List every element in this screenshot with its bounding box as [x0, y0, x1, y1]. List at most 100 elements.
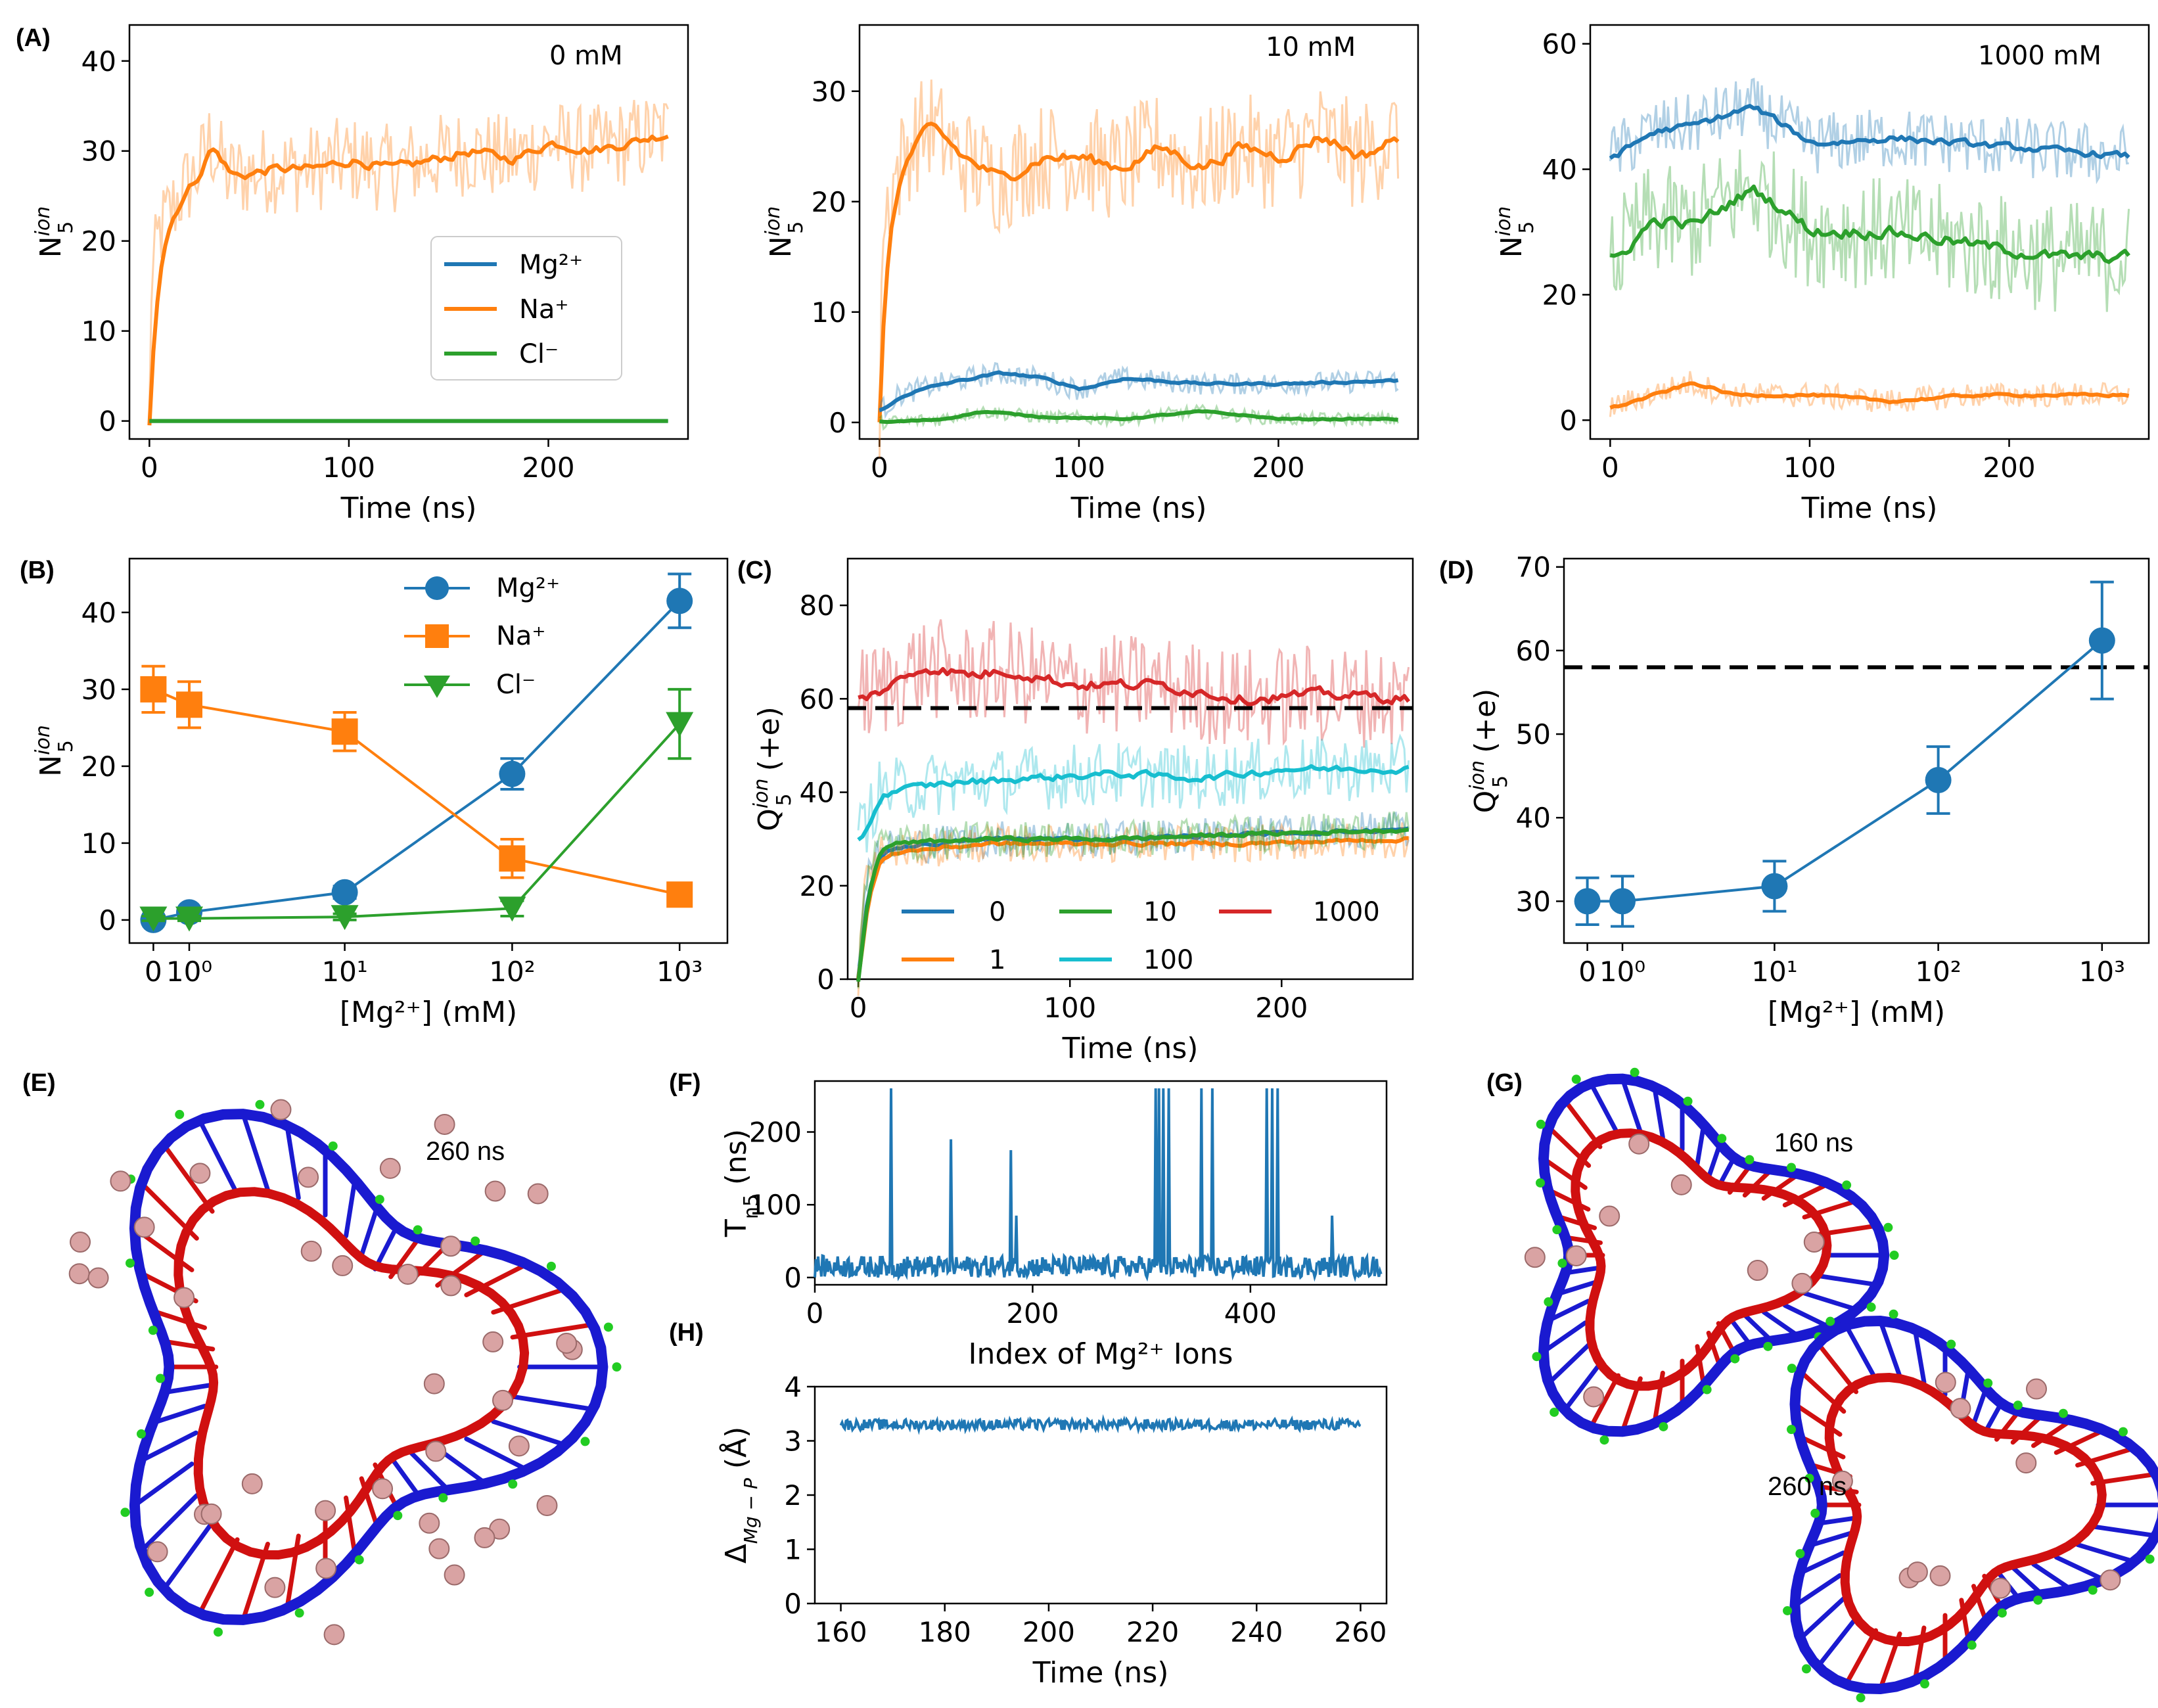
series-line [152, 688, 680, 896]
legend-b-mg-marker [425, 576, 449, 600]
rna-snapshot-g2 [1783, 1309, 2158, 1703]
x-tick-label: 0 [145, 956, 162, 988]
mg-ion [556, 1332, 578, 1354]
mg-ion [2100, 1569, 2121, 1591]
phosphate [2145, 1554, 2155, 1564]
axes-frame [128, 24, 689, 440]
series-line [153, 723, 681, 920]
y-tick-label: 20 [81, 750, 116, 783]
mg-ion [298, 1166, 319, 1188]
data-point [1609, 888, 1636, 915]
mg-ion [1831, 1470, 1853, 1492]
base-pair [1792, 1573, 1843, 1608]
legend-b: Mg²⁺ Na⁺ Cl⁻ [404, 573, 560, 700]
phosphate [145, 1587, 154, 1597]
phosphate [1544, 1297, 1553, 1307]
base-pair [344, 1177, 357, 1239]
mg-ion [1628, 1133, 1650, 1155]
base-pair [161, 1142, 215, 1214]
y-tick-label: 0 [829, 407, 846, 439]
series-line [1609, 184, 2130, 264]
phosphate [1552, 1225, 1562, 1235]
y-tick-label: 80 [800, 589, 835, 622]
phosphate [328, 1141, 338, 1151]
data-point [499, 760, 526, 787]
phosphate [546, 1261, 556, 1271]
y-tick-label: 0 [784, 1588, 802, 1620]
series-raw [1609, 371, 2130, 417]
base-pair [1782, 1303, 1831, 1329]
x-tick-label: 10⁰ [166, 956, 212, 988]
mg-ion [110, 1170, 131, 1192]
annotation-1000mM: 1000 mM [1978, 41, 2101, 71]
phosphate [1599, 1435, 1609, 1445]
series-line [1609, 381, 2130, 410]
base-pair [510, 1394, 595, 1412]
legend-a-cl: Cl⁻ [519, 339, 559, 369]
axes-frame [1589, 24, 2150, 440]
phosphate [1842, 1180, 1852, 1190]
phosphate [1856, 1693, 1866, 1703]
x-tick-label: 200 [1252, 451, 1304, 484]
mg-ion [1990, 1577, 2011, 1599]
phosphate [175, 1109, 185, 1119]
phosphate [1659, 1421, 1668, 1431]
mg-ion [87, 1267, 109, 1289]
base-pair [1563, 1265, 1603, 1276]
y-axis-label: Nion5 [32, 206, 78, 258]
legend-c-0: 0 [989, 897, 1005, 927]
base-pair [2031, 1561, 2074, 1592]
phosphate [393, 1511, 403, 1521]
base-pair [388, 1454, 421, 1498]
phosphate [580, 1437, 590, 1446]
y-tick-label: 0 [784, 1262, 802, 1294]
base-pair [1806, 1531, 1852, 1548]
y-axis-label: Qion5 (+e) [1466, 689, 1512, 814]
y-tick-label: 0 [817, 963, 835, 996]
mg-ion [264, 1577, 286, 1598]
y-axis-label: Nion5 [32, 725, 78, 777]
y-tick-label: 4 [784, 1371, 802, 1403]
rna-backbone [173, 1187, 530, 1560]
base-pair [1798, 1596, 1847, 1641]
snapshot-g-time-2: 260 ns [1768, 1472, 1847, 1501]
panel-label-d: (D) [1439, 557, 1474, 584]
base-pair [1816, 1273, 1879, 1287]
x-tick-label: 200 [1006, 1297, 1059, 1329]
y-axis-label: Nion5 [762, 206, 808, 258]
phosphate [1787, 1163, 1797, 1172]
mg-ion [536, 1494, 558, 1516]
phosphate [1763, 1341, 1773, 1351]
mg-ion [444, 1564, 465, 1586]
phosphate [294, 1608, 304, 1618]
mg-ion [508, 1435, 530, 1457]
phosphate [1889, 1309, 1898, 1319]
x-tick-label: 0 [871, 451, 888, 484]
phosphate [1730, 1354, 1740, 1364]
rna-snapshot-e [68, 1099, 622, 1646]
series-line [152, 600, 681, 921]
legend-c-10: 10 [1143, 897, 1177, 927]
base-pair [162, 1382, 216, 1395]
y-tick-label: 20 [812, 186, 846, 218]
mg-ion [440, 1235, 462, 1257]
x-tick-label: 200 [1255, 992, 1308, 1024]
rna-backbone [1824, 1372, 2107, 1647]
x-axis-label: Index of Mg²⁺ Ions [969, 1337, 1233, 1371]
phosphate [1717, 1134, 1727, 1143]
base-pair [1815, 1615, 1859, 1669]
phosphate [1919, 1679, 1929, 1689]
base-pair [138, 1430, 198, 1464]
phosphate [2058, 1408, 2068, 1418]
mg-ion [68, 1263, 90, 1285]
mg-ion [428, 1538, 450, 1559]
data-point [139, 906, 168, 932]
y-tick-label: 30 [81, 674, 116, 706]
phosphate [612, 1362, 622, 1372]
mg-ion [1791, 1272, 1813, 1294]
y-tick-label: 70 [1516, 551, 1551, 584]
data-point [140, 676, 167, 703]
y-tick-label: 20 [1542, 279, 1577, 311]
legend-b-mg: Mg²⁺ [496, 573, 560, 603]
phosphate [2088, 1585, 2098, 1595]
